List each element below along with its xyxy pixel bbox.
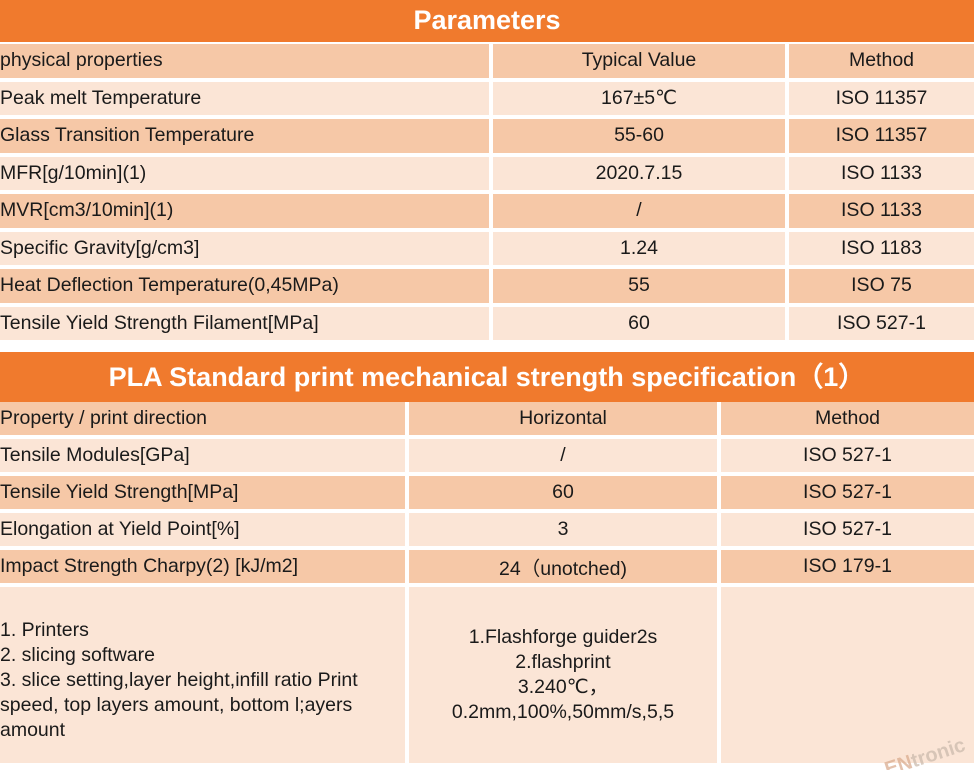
notes-empty-cell (721, 587, 974, 767)
property-cell: Heat Deflection Temperature(0,45MPa) (0, 269, 493, 307)
column-header: Horizontal (409, 402, 721, 439)
notes-row: 1. Printers 2. slicing software 3. slice… (0, 587, 974, 767)
note-item: 2. slicing software (0, 643, 155, 666)
property-cell: Tensile Yield Strength Filament[MPa] (0, 306, 493, 344)
table-row: Tensile Yield Strength[MPa] 60 ISO 527-1 (0, 476, 974, 513)
parameters-title: Parameters (0, 0, 974, 42)
property-cell: Tensile Yield Strength[MPa] (0, 476, 409, 513)
method-cell: ISO 527-1 (721, 513, 974, 550)
column-header: Typical Value (493, 44, 789, 82)
method-cell: ISO 179-1 (721, 550, 974, 587)
note-value: 3.240℃， (517, 676, 609, 698)
note-value: 2.flashprint (515, 651, 611, 673)
notes-values: 1.Flashforge guider2s 2.flashprint 3.240… (409, 587, 721, 767)
property-cell: Glass Transition Temperature (0, 119, 493, 157)
value-cell: / (493, 194, 789, 232)
column-header: physical properties (0, 44, 493, 82)
mechanical-header-row: Property / print direction Horizontal Me… (0, 402, 974, 439)
property-cell: Peak melt Temperature (0, 81, 493, 119)
value-cell: 2020.7.15 (493, 156, 789, 194)
property-cell: Elongation at Yield Point[%] (0, 513, 409, 550)
table-row: Heat Deflection Temperature(0,45MPa) 55 … (0, 269, 974, 307)
value-cell: 60 (409, 476, 721, 513)
mechanical-strength-title: PLA Standard print mechanical strength s… (0, 352, 974, 402)
parameters-header-row: physical properties Typical Value Method (0, 44, 974, 82)
method-cell: ISO 1183 (789, 231, 974, 269)
property-cell: Impact Strength Charpy(2) [kJ/m2] (0, 550, 409, 587)
notes-list: 1. Printers 2. slicing software 3. slice… (0, 587, 409, 767)
method-cell: ISO 11357 (789, 81, 974, 119)
method-cell: ISO 1133 (789, 194, 974, 232)
table-row: Specific Gravity[g/cm3] 1.24 ISO 1183 (0, 231, 974, 269)
method-cell: ISO 75 (789, 269, 974, 307)
value-cell: 55 (493, 269, 789, 307)
property-cell: MFR[g/10min](1) (0, 156, 493, 194)
property-cell: MVR[cm3/10min](1) (0, 194, 493, 232)
value-cell: 60 (493, 306, 789, 344)
column-header: Method (789, 44, 974, 82)
method-cell: ISO 1133 (789, 156, 974, 194)
note-item: 3. slice setting,layer height,infill rat… (0, 668, 358, 741)
method-cell: ISO 527-1 (789, 306, 974, 344)
table-row: Tensile Modules[GPa] / ISO 527-1 (0, 439, 974, 476)
table-row: MFR[g/10min](1) 2020.7.15 ISO 1133 (0, 156, 974, 194)
property-cell: Specific Gravity[g/cm3] (0, 231, 493, 269)
value-cell: 55-60 (493, 119, 789, 157)
mechanical-strength-table: Property / print direction Horizontal Me… (0, 402, 974, 767)
note-value: 0.2mm,100%,50mm/s,5,5 (451, 701, 675, 723)
table-row: Peak melt Temperature 167±5℃ ISO 11357 (0, 81, 974, 119)
note-value: 1.Flashforge guider2s (468, 626, 658, 648)
column-header: Method (721, 402, 974, 439)
parameters-table: physical properties Typical Value Method… (0, 44, 974, 344)
note-item: 1. Printers (0, 618, 89, 641)
value-cell: / (409, 439, 721, 476)
table-row: Tensile Yield Strength Filament[MPa] 60 … (0, 306, 974, 344)
column-header: Property / print direction (0, 402, 409, 439)
property-cell: Tensile Modules[GPa] (0, 439, 409, 476)
value-cell: 1.24 (493, 231, 789, 269)
method-cell: ISO 11357 (789, 119, 974, 157)
method-cell: ISO 527-1 (721, 476, 974, 513)
table-row: Impact Strength Charpy(2) [kJ/m2] 24（uno… (0, 550, 974, 587)
value-cell: 167±5℃ (493, 81, 789, 119)
value-cell: 3 (409, 513, 721, 550)
table-row: Elongation at Yield Point[%] 3 ISO 527-1 (0, 513, 974, 550)
table-row: Glass Transition Temperature 55-60 ISO 1… (0, 119, 974, 157)
table-row: MVR[cm3/10min](1) / ISO 1133 (0, 194, 974, 232)
method-cell: ISO 527-1 (721, 439, 974, 476)
value-cell: 24（unotched) (409, 550, 721, 587)
